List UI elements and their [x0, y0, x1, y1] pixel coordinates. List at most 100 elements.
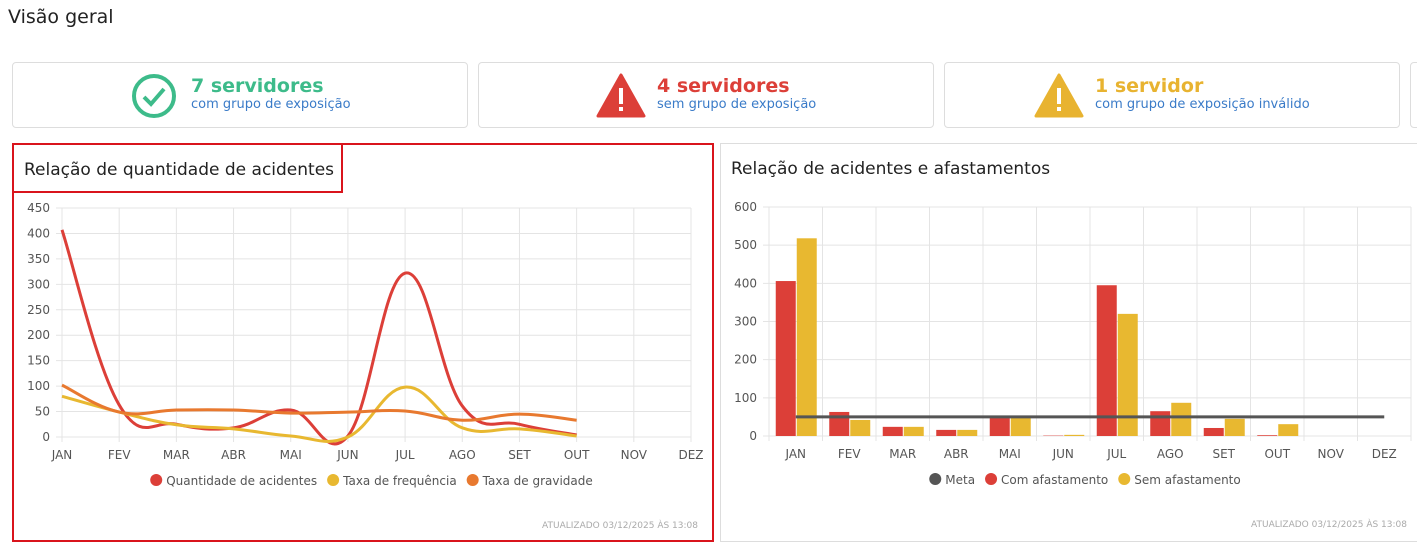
line-series	[60, 229, 577, 446]
x-tick-label: FEV	[838, 447, 861, 461]
y-tick-label: 0	[749, 429, 757, 443]
card-title: 1 servidor	[1095, 75, 1204, 97]
x-tick-label: MAI	[999, 447, 1021, 461]
bar	[903, 426, 924, 436]
x-tick-label: SET	[1212, 447, 1235, 461]
chart-panel: Relação de quantidade de acidentes 0 50 100…	[12, 143, 714, 542]
bar	[1171, 402, 1192, 436]
bar	[1224, 418, 1245, 436]
card: 7 servidores com grupo de exposição	[12, 62, 468, 128]
x-tick-label: MAR	[163, 448, 190, 462]
bar	[796, 238, 817, 436]
x-tick-label: DEZ	[678, 448, 703, 462]
legend-swatch	[1118, 473, 1131, 485]
bar	[850, 419, 871, 436]
y-tick-label: 400	[27, 226, 50, 240]
y-tick-label: 450	[27, 201, 50, 215]
bar	[1278, 424, 1299, 436]
card-title: 7 servidores	[191, 75, 324, 97]
chart: Relação de acidentes e afastamentos 0 100 2…	[731, 159, 1412, 530]
page-title: Visão geral	[8, 6, 114, 28]
card: 4 servidores sem grupo de exposição	[478, 62, 934, 128]
y-tick-label: 0	[42, 430, 50, 444]
bar	[1150, 411, 1171, 436]
legend-swatch	[466, 474, 479, 486]
x-tick-label: JUN	[1052, 447, 1074, 461]
card-subtitle: com grupo de exposição	[191, 97, 351, 112]
x-tick-label: SET	[508, 448, 531, 462]
bar	[957, 429, 978, 436]
x-tick-label: NOV	[1318, 447, 1345, 461]
y-tick-label: 100	[27, 379, 50, 393]
legend-label: Com afastamento	[1001, 473, 1108, 487]
x-tick-label: ABR	[221, 448, 246, 462]
legend-swatch	[150, 474, 163, 486]
bar	[936, 429, 957, 436]
x-tick-label: JAN	[784, 447, 806, 461]
x-tick-label: MAI	[280, 448, 302, 462]
x-tick-label: AGO	[1157, 447, 1184, 461]
legend-label: Quantidade de acidentes	[166, 474, 317, 488]
chart-panel: Relação de acidentes e afastamentos 0 100 2…	[720, 143, 1417, 542]
highlight-box	[12, 143, 343, 193]
bar	[775, 281, 796, 436]
legend-label: Meta	[945, 473, 975, 487]
legend-swatch	[985, 473, 998, 485]
x-tick-label: OUT	[1264, 447, 1290, 461]
check-icon	[132, 74, 176, 118]
chart: Relação de quantidade de acidentes 0 50 100…	[24, 160, 704, 531]
card: 1 servidor com grupo de exposição inváli…	[944, 62, 1400, 128]
legend-label: Sem afastamento	[1134, 473, 1240, 487]
x-tick-label: ABR	[944, 447, 969, 461]
updated-label: ATUALIZADO 03/12/2025 ÀS 13:08	[1251, 518, 1407, 530]
legend: Quantidade de acidentes Taxa de frequênci…	[150, 474, 593, 488]
bar	[1257, 435, 1278, 436]
card	[1410, 62, 1417, 128]
line-series	[61, 385, 577, 443]
bar	[1010, 418, 1031, 436]
x-tick-label: AGO	[449, 448, 476, 462]
y-tick-label: 250	[27, 303, 50, 317]
legend-label: Taxa de frequência	[342, 474, 457, 488]
y-tick-label: 500	[734, 238, 757, 252]
x-tick-label: DEZ	[1372, 447, 1397, 461]
y-tick-label: 300	[734, 315, 757, 329]
y-tick-label: 350	[27, 252, 50, 266]
legend-swatch	[327, 474, 340, 486]
legend-label: Taxa de gravidade	[482, 474, 593, 488]
y-tick-label: 50	[35, 405, 50, 419]
bar	[1203, 427, 1224, 436]
card-subtitle: com grupo de exposição inválido	[1095, 97, 1310, 112]
x-tick-label: FEV	[108, 448, 131, 462]
updated-label: ATUALIZADO 03/12/2025 ÀS 13:08	[542, 519, 698, 531]
warning-icon	[1034, 73, 1084, 118]
y-tick-label: 400	[734, 276, 757, 290]
x-tick-label: JUN	[336, 448, 358, 462]
chart-title: Relação de quantidade de acidentes	[24, 160, 334, 180]
x-tick-label: JAN	[51, 448, 73, 462]
card-subtitle: sem grupo de exposição	[657, 97, 817, 112]
bar	[989, 418, 1010, 436]
x-tick-label: JUL	[1106, 447, 1126, 461]
legend: Meta Com afastamento Sem afastamento	[929, 473, 1241, 487]
bar	[882, 426, 903, 436]
line-series	[61, 383, 577, 422]
bar	[1096, 285, 1117, 436]
y-tick-label: 150	[27, 354, 50, 368]
x-tick-label: JUL	[395, 448, 415, 462]
y-tick-label: 600	[734, 200, 757, 214]
y-tick-label: 200	[27, 328, 50, 342]
x-tick-label: OUT	[564, 448, 590, 462]
y-tick-label: 100	[734, 391, 757, 405]
bar	[1064, 434, 1085, 436]
y-tick-label: 300	[27, 277, 50, 291]
chart-title: Relação de acidentes e afastamentos	[731, 159, 1050, 179]
y-tick-label: 200	[734, 353, 757, 367]
bar	[1117, 313, 1138, 436]
legend-swatch	[929, 473, 942, 485]
x-tick-label: NOV	[621, 448, 648, 462]
card-title: 4 servidores	[657, 75, 790, 97]
alert-icon	[596, 73, 646, 118]
x-tick-label: MAR	[889, 447, 916, 461]
